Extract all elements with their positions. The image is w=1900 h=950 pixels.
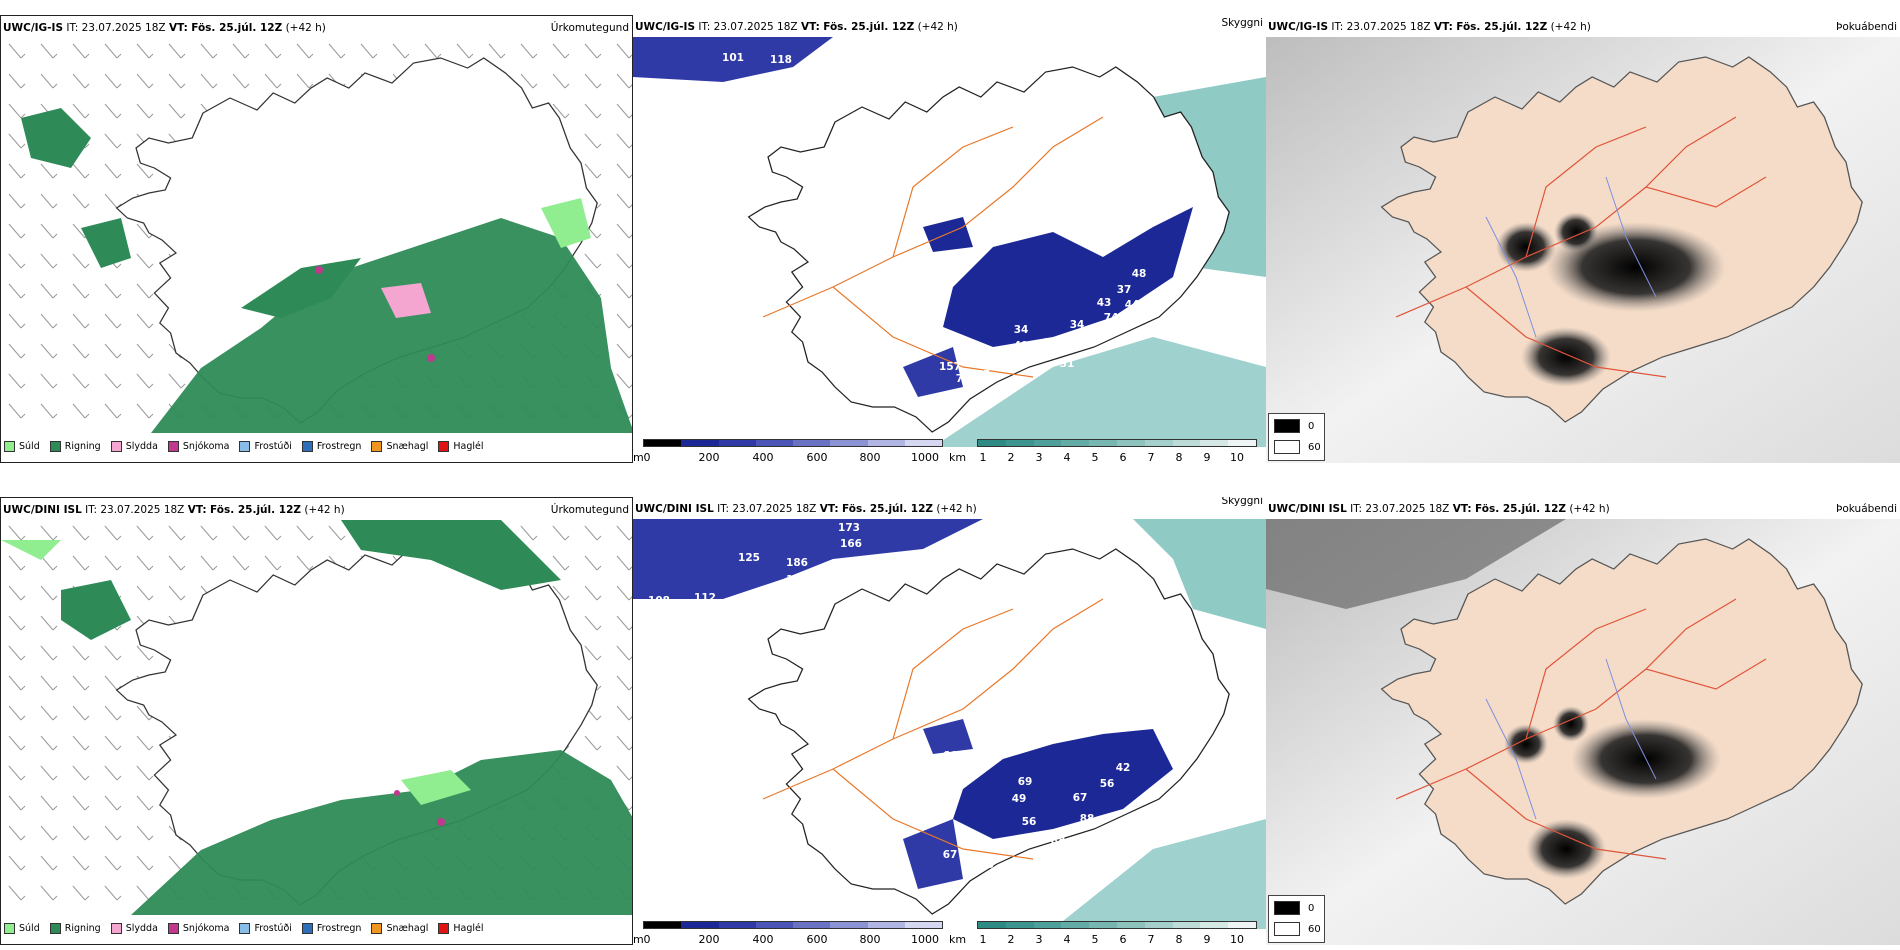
row1-visibility-label: 74 [1104,312,1119,324]
variable-title: Þokuábendi [1836,21,1897,33]
row2-visibility-label: 88 [1080,813,1095,825]
legend-item-sudl: Súld [4,441,40,452]
precip-legend: Súld Rigning Slydda Snjókoma Frostúði Fr… [4,441,484,452]
cb-tick: 400 [752,451,774,463]
row2-visibility-label: 69 [1018,776,1033,788]
row1-visibility-label: 35 [1086,327,1101,339]
row2-visibility-label: 56 [1022,816,1037,828]
row1-visibility-label: 48 [1132,268,1147,280]
legend-item-slydda: Slydda [110,441,158,452]
row2-visibility-label: 42 [1116,762,1131,774]
row1-visibility-label: 74 [956,373,971,385]
row2-visibility-label: 186 [786,557,808,569]
precip-map [1,38,632,433]
row1-visibility-label: 276 [868,283,890,295]
row1-visibility-label: 44 [1125,299,1140,311]
row1-visibility-label: 37 [1117,284,1132,296]
variable-title: Þokuábendi [1836,503,1897,515]
visibility-map: 173 166 648 125 186 149 108 112 98 66 131 69 49 56 67 5… [633,519,1266,929]
row1-visibility-label: 45 [912,404,927,416]
row2-visibility-label: 56 [1100,778,1115,790]
panel-title: UWC/DINI ISL IT: 23.07.2025 18Z VT: Fös.… [1268,503,1610,515]
panel-title: UWC/IG-IS IT: 23.07.2025 18Z VT: Fös. 25… [1268,21,1591,33]
legend-item-frostregn: Frostregn [301,441,361,452]
panel-title: UWC/IG-IS IT: 23.07.2025 18Z VT: Fös. 25… [3,22,326,34]
precip-type-panel-row1: UWC/IG-IS IT: 23.07.2025 18Z VT: Fös. 25… [0,15,633,463]
fog-index-map [1266,37,1900,463]
row2-visibility-label: 166 [840,538,862,550]
row2-visibility-label: 98 [720,602,735,614]
row2-visibility-label: 112 [694,592,716,604]
legend-item-haglel: Haglél [438,441,484,452]
variable-title: Úrkomutegund [550,22,629,34]
row2-visibility-label: 67 [943,849,958,861]
row1-visibility-label: 34 [1014,324,1029,336]
row2-visibility-label: 88 [1051,835,1066,847]
precip-legend: Súld Rigning Slydda Snjókoma Frostúði Fr… [4,923,484,934]
visibility-panel-row1: UWC/IG-IS IT: 23.07.2025 18Z VT: Fös. 25… [633,15,1266,463]
legend-item-frostudi: Frostúði [239,441,292,452]
legend-item-snaehagl: Snæhagl [371,441,428,452]
panel-title: UWC/DINI ISL IT: 23.07.2025 18Z VT: Fös.… [635,503,977,515]
cb-tick: 1000 [911,451,939,463]
row2-visibility-label: 67 [1073,792,1088,804]
row1-visibility-label: 44 [948,266,963,278]
legend-item-rigning: Rigning [49,441,101,452]
precip-map [1,520,632,915]
row1-visibility-label: 87 [802,62,817,74]
row1-visibility-label: 39 [1044,337,1059,349]
legend-item-snjokoma: Snjókoma [167,441,229,452]
fog-index-map [1266,519,1900,945]
row2-visibility-label: 113 [852,870,874,882]
row2-visibility-label: 648 [898,552,920,564]
variable-title: Úrkomutegund [550,504,629,516]
row1-visibility-label: 49 [1014,340,1029,352]
cb-tick: 0 [643,451,651,463]
row1-visibility-label: 101 [722,52,744,64]
row2-visibility-label: 125 [738,552,760,564]
cloud-base-colorbar: m 0 200 400 600 800 1000 [633,921,943,945]
row2-visibility-label: 173 [838,522,860,534]
fog-legend: 0 60 [1268,413,1325,461]
fog-index-panel-row2: UWC/DINI ISL IT: 23.07.2025 18Z VT: Fös.… [1266,497,1900,945]
row1-visibility-label: 65 [976,369,991,381]
row2-visibility-label: 66 [943,750,958,762]
fog-index-panel-row1: UWC/IG-IS IT: 23.07.2025 18Z VT: Fös. 25… [1266,15,1900,463]
row1-visibility-label: 31 [1060,358,1075,370]
variable-title: Skyggni [1221,17,1264,29]
cb-tick: 200 [698,451,720,463]
row2-visibility-label: 131 [881,758,903,770]
row2-visibility-label: 135 [972,859,994,871]
cb-tick: 600 [806,451,828,463]
fog-legend: 0 60 [1268,895,1325,943]
row1-visibility-label: 118 [770,54,792,66]
row2-visibility-label: 149 [786,574,808,586]
row1-visibility-label: 100 [825,64,847,76]
row1-visibility-label: 43 [1097,297,1112,309]
visibility-colorbar: km 1 2 3 4 5 6 7 8 9 10 [943,921,1266,945]
row1-visibility-label: 34 [1070,319,1085,331]
row2-visibility-label: 100 [908,910,930,922]
row1-visibility-label: 38 [919,409,934,421]
visibility-panel-row2: UWC/DINI ISL IT: 23.07.2025 18Z VT: Fös.… [633,497,1266,945]
row2-visibility-label: 108 [648,595,670,607]
panel-title: UWC/DINI ISL IT: 23.07.2025 18Z VT: Fös.… [3,504,345,516]
row2-visibility-label: 112 [1170,700,1192,712]
variable-title: Skyggni [1221,497,1264,507]
row1-visibility-label: 157 [939,361,961,373]
cb-tick: 800 [859,451,881,463]
cloud-base-colorbar: m 0 200 400 600 800 1000 [633,439,943,463]
visibility-colorbar: km 1 2 3 4 5 6 7 8 9 10 [943,439,1266,463]
precip-type-panel-row2: UWC/DINI ISL IT: 23.07.2025 18Z VT: Fös.… [0,497,633,945]
row2-visibility-label: 49 [1012,793,1027,805]
panel-title: UWC/IG-IS IT: 23.07.2025 18Z VT: Fös. 25… [635,21,958,33]
